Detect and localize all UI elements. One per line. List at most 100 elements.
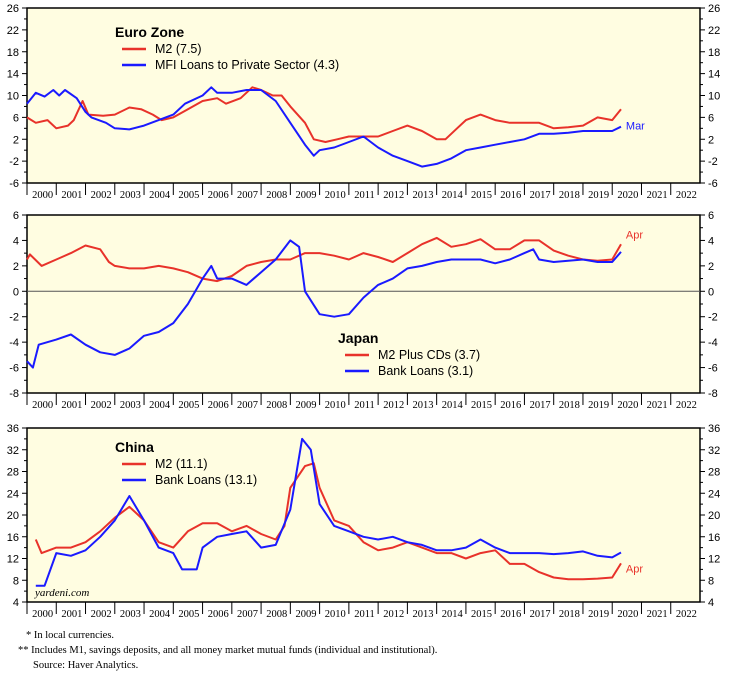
y-tick-label-right: -4: [708, 337, 718, 349]
y-tick-label-right: 24: [708, 488, 720, 500]
y-tick-label: 10: [7, 91, 19, 103]
footnotes: * In local currencies. ** Includes M1, s…: [0, 628, 437, 673]
legend-label-1: MFI Loans to Private Sector (4.3): [155, 58, 339, 72]
x-tick-label: 2020: [617, 400, 638, 411]
x-tick-label: 2006: [208, 190, 229, 201]
legend-title: China: [115, 439, 154, 455]
x-tick-label: 2016: [500, 190, 521, 201]
x-tick-label: 2007: [237, 400, 258, 411]
legend-label-0: M2 Plus CDs (3.7): [378, 348, 480, 362]
panel-japan: -8 -8 -6 -6 -4 -4 -2 -2 0 0 2 2 4 4 6 6 2000 2001 2002 2003…: [9, 210, 718, 411]
annotation-label: Apr: [626, 563, 643, 575]
x-tick-label: 2011: [354, 609, 375, 620]
y-tick-label-right: 26: [708, 3, 720, 15]
x-tick-label: 2010: [325, 609, 346, 620]
y-tick-label-right: 8: [708, 575, 714, 587]
x-tick-label: 2020: [617, 609, 638, 620]
y-tick-label-right: 28: [708, 467, 720, 479]
y-tick-label: 2: [13, 134, 19, 146]
y-tick-label: 6: [13, 210, 19, 222]
y-tick-label: 36: [7, 423, 19, 435]
y-tick-label: 26: [7, 3, 19, 15]
y-tick-label-right: 4: [708, 235, 714, 247]
x-tick-label: 2003: [120, 190, 141, 201]
y-tick-label-right: 2: [708, 261, 714, 273]
source-note: Source: Haver Analytics.: [33, 660, 139, 671]
x-tick-label: 2004: [149, 190, 171, 201]
y-tick-label: 4: [13, 597, 19, 609]
y-tick-label-right: 4: [708, 597, 714, 609]
x-tick-label: 2007: [237, 190, 258, 201]
plot-area: [26, 214, 701, 394]
series-line-0: [26, 86, 622, 143]
y-tick-label-right: 16: [708, 532, 720, 544]
y-tick-label-right: 6: [708, 112, 714, 124]
y-tick-label: -4: [9, 337, 19, 349]
x-tick-label: 2018: [559, 609, 580, 620]
x-tick-label: 2015: [471, 609, 492, 620]
x-tick-label: 2006: [208, 400, 229, 411]
y-tick-label-right: -2: [708, 312, 718, 324]
x-tick-label: 2008: [266, 609, 287, 620]
y-tick-label-right: 14: [708, 69, 720, 81]
y-tick-label: 6: [13, 112, 19, 124]
x-tick-label: 2011: [354, 400, 375, 411]
y-tick-label: 32: [7, 445, 19, 457]
x-tick-label: 2022: [676, 400, 697, 411]
series-line-1: [35, 437, 622, 587]
x-tick-label: 2014: [442, 400, 464, 411]
x-tick-label: 2012: [383, 400, 404, 411]
x-tick-label: 2002: [91, 400, 112, 411]
x-tick-label: 2012: [383, 190, 404, 201]
y-tick-label: 2: [13, 261, 19, 273]
y-tick-label-right: 18: [708, 47, 720, 59]
x-tick-label: 2010: [325, 190, 346, 201]
x-tick-label: 2000: [32, 190, 53, 201]
x-tick-label: 2002: [91, 609, 112, 620]
y-tick-label: -8: [9, 388, 19, 400]
x-tick-label: 2000: [32, 609, 53, 620]
x-tick-label: 2005: [178, 609, 199, 620]
x-tick-label: 2013: [413, 400, 434, 411]
x-tick-label: 2009: [295, 190, 316, 201]
x-tick-label: 2003: [120, 400, 141, 411]
x-tick-label: 2014: [442, 609, 464, 620]
x-tick-label: 2011: [354, 190, 375, 201]
legend-label-0: M2 (7.5): [155, 42, 202, 56]
series-line-1: [26, 239, 622, 369]
y-tick-label: 24: [7, 488, 19, 500]
series-line-1: [26, 86, 622, 168]
x-tick-label: 2017: [530, 190, 551, 201]
y-tick-label-right: 10: [708, 91, 720, 103]
x-tick-label: 2022: [676, 190, 697, 201]
y-tick-label-right: 20: [708, 510, 720, 522]
plot-area: [26, 7, 701, 184]
y-tick-label-right: -2: [708, 156, 718, 168]
x-tick-label: 2015: [471, 400, 492, 411]
watermark: yardeni.com: [34, 587, 89, 599]
y-tick-label: 4: [13, 235, 19, 247]
y-tick-label-right: 22: [708, 25, 720, 37]
legend-label-0: M2 (11.1): [155, 457, 208, 471]
x-tick-label: 2018: [559, 400, 580, 411]
legend-title: Euro Zone: [115, 24, 184, 40]
x-tick-label: 2013: [413, 609, 434, 620]
footnote-2: ** Includes M1, savings deposits, and al…: [18, 645, 438, 656]
x-tick-label: 2001: [61, 609, 82, 620]
x-tick-label: 2016: [500, 400, 521, 411]
x-tick-label: 2000: [32, 400, 53, 411]
y-tick-label-right: 6: [708, 210, 714, 222]
y-tick-label-right: -6: [708, 363, 718, 375]
x-tick-label: 2009: [295, 400, 316, 411]
y-tick-label: 20: [7, 510, 19, 522]
x-tick-label: 2005: [178, 400, 199, 411]
legend-title: Japan: [338, 330, 378, 346]
x-tick-label: 2006: [208, 609, 229, 620]
series-line-0: [26, 236, 622, 283]
y-tick-label: 16: [7, 532, 19, 544]
legend-label-1: Bank Loans (13.1): [155, 473, 257, 487]
x-tick-label: 2018: [559, 190, 580, 201]
x-tick-label: 2019: [588, 190, 609, 201]
